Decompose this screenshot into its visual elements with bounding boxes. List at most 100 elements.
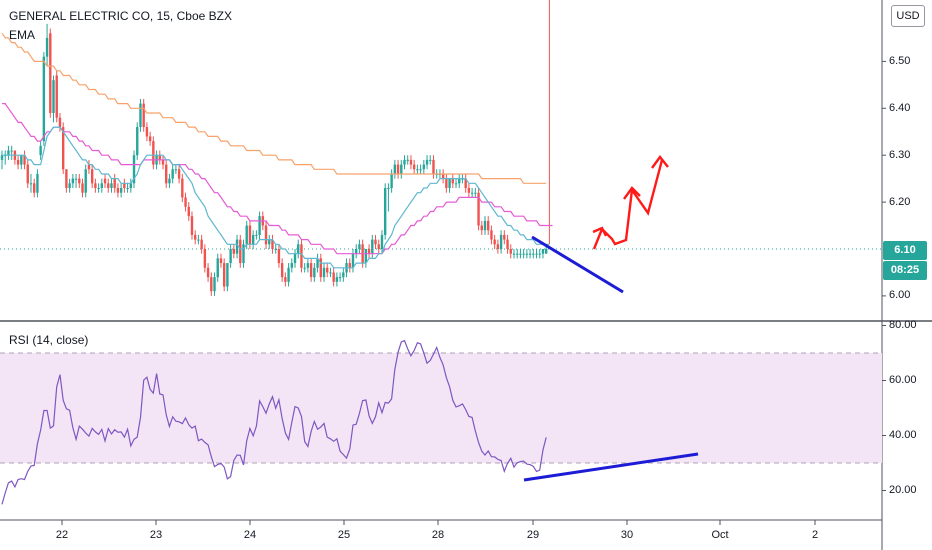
- arrow-head-1: [592, 226, 608, 237]
- price-tick-6.30: 6.30: [889, 149, 911, 161]
- arrow-head-3: [651, 155, 669, 169]
- candle-body: [306, 263, 310, 268]
- candle-body: [271, 239, 274, 249]
- candle-body: [519, 253, 522, 255]
- candle-body: [94, 183, 97, 189]
- candle-body: [258, 216, 261, 235]
- candle-body: [406, 159, 409, 161]
- candle-body: [242, 244, 245, 264]
- candle-body: [113, 178, 116, 189]
- candle-body: [277, 249, 281, 264]
- candle-body: [181, 178, 184, 198]
- candle-body: [403, 159, 406, 165]
- rsi-tick-20: 20.00: [889, 484, 917, 496]
- candle-body: [158, 155, 161, 160]
- projection-path: [592, 159, 664, 250]
- candle-body: [313, 267, 316, 278]
- candle-body: [168, 178, 171, 184]
- candle-body: [419, 169, 422, 171]
- candle-body: [409, 159, 413, 165]
- candle-body: [396, 164, 400, 174]
- x-tick-25: 25: [337, 529, 351, 541]
- candle-body: [197, 239, 200, 241]
- candle-body: [483, 220, 487, 231]
- candle-body: [55, 75, 58, 118]
- candle-body: [451, 178, 454, 184]
- candle-body: [297, 244, 300, 254]
- candle-body: [544, 249, 548, 254]
- currency-button[interactable]: USD: [891, 5, 925, 27]
- candle-body: [280, 263, 284, 278]
- candle-body: [100, 183, 104, 189]
- candle-body: [52, 80, 55, 113]
- candle-body: [342, 272, 345, 278]
- candle-body: [200, 239, 203, 249]
- candle-body: [126, 188, 129, 190]
- candle-body: [229, 249, 232, 264]
- candle-body: [335, 277, 339, 282]
- candle-body: [287, 267, 290, 282]
- candle-body: [123, 183, 126, 189]
- x-tick-2: 2: [811, 529, 819, 541]
- candle-body: [184, 197, 187, 207]
- candle-body: [348, 263, 351, 268]
- candle-body: [445, 178, 448, 189]
- candle-body: [441, 173, 445, 179]
- x-tick-oct: Oct: [711, 529, 729, 541]
- candle-body: [487, 220, 490, 231]
- candle-body: [90, 169, 94, 184]
- price-tick-6.40: 6.40: [889, 102, 911, 114]
- candle-body: [355, 249, 358, 254]
- candle-body: [383, 188, 387, 235]
- price-tick-6.20: 6.20: [889, 196, 911, 208]
- candle-body: [538, 253, 541, 255]
- candle-body: [81, 183, 84, 193]
- x-tick-22: 22: [55, 529, 69, 541]
- candle-body: [503, 234, 506, 240]
- candle-body: [29, 183, 33, 185]
- candle-body: [374, 239, 377, 245]
- candle-body: [293, 253, 297, 264]
- candle-body: [364, 249, 368, 264]
- candle-body: [68, 183, 71, 189]
- candle-body: [532, 253, 535, 255]
- candle-body: [467, 188, 471, 193]
- candle-body: [541, 249, 545, 254]
- candle-body: [506, 239, 509, 249]
- candle-body: [458, 178, 461, 184]
- rsi-tick-40: 40.00: [889, 429, 917, 441]
- candle-body: [174, 169, 178, 171]
- price-tick-6.00: 6.00: [889, 289, 911, 301]
- candle-body: [358, 244, 361, 249]
- candle-body: [116, 188, 120, 193]
- candle-body: [7, 150, 10, 156]
- candle-body: [210, 277, 213, 292]
- price-tick-6.50: 6.50: [889, 55, 911, 67]
- candle-body: [16, 159, 20, 165]
- candle-body: [161, 159, 165, 165]
- candle-body: [148, 136, 152, 142]
- candle-body: [84, 169, 87, 193]
- candle-body: [239, 239, 242, 264]
- candle-body: [248, 225, 252, 245]
- candle-body: [222, 263, 226, 287]
- candle-body: [512, 253, 516, 255]
- candle-body: [190, 216, 194, 235]
- ema-short-line: [2, 126, 550, 269]
- candle-body: [139, 103, 142, 128]
- candle-body: [10, 150, 13, 152]
- x-tick-30: 30: [620, 529, 634, 541]
- candle-body: [326, 267, 329, 273]
- candle-body: [300, 244, 303, 268]
- ema-long-line: [1, 32, 547, 184]
- candle-body: [216, 258, 219, 278]
- rsi-band: [0, 353, 882, 463]
- candle-body: [496, 244, 500, 249]
- price-divergence-line: [531, 235, 624, 294]
- rsi-divergence-line: [523, 452, 699, 482]
- candle-body: [493, 239, 496, 245]
- candle-body: [319, 258, 322, 278]
- candle-body: [425, 159, 429, 165]
- candle-body: [422, 164, 426, 170]
- candle-body: [448, 178, 451, 189]
